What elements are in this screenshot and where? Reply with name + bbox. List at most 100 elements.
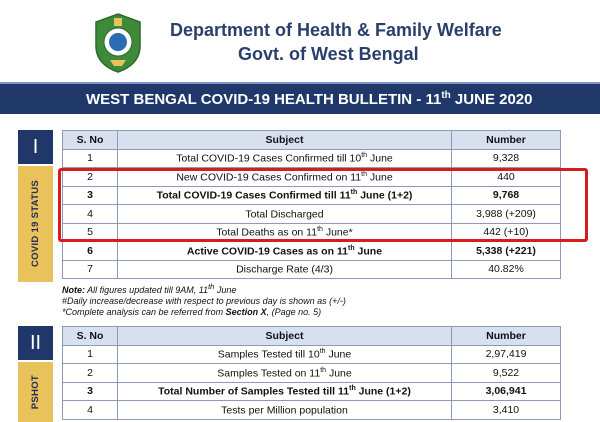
row-subject: Total Discharged [117,204,452,224]
row-subject-sup: th [320,366,327,374]
row-number: 442 (+10) [451,222,561,242]
row-sno: 4 [62,400,118,420]
section-1-side-label: COVID 19 STATUS [18,166,53,282]
row-subject-text: Active COVID-19 Cases as on 11 [186,245,349,257]
row-number: 440 [451,167,561,187]
table-row: 7 Discharge Rate (4/3) 40.82% [62,259,561,279]
row-number: 3,988 (+209) [451,204,561,224]
col-number-header: Number [451,326,561,346]
row-number: 9,328 [451,148,561,168]
row-subject-end: June [354,245,383,257]
row-number: 9,768 [451,185,561,205]
row-subject-end: June [325,348,352,361]
row-subject: Discharge Rate (4/3) [117,259,452,279]
bulletin-title: WEST BENGAL COVID-19 HEALTH BULLETIN - 1… [86,90,532,108]
row-sno: 2 [62,363,118,383]
row-subject-sup: th [361,152,368,159]
row-subject-end: June (1+2) [355,385,411,398]
table-row: 4 Total Discharged 3,988 (+209) [62,204,561,224]
government-title: Govt. of West Bengal [238,44,419,64]
row-subject: Tests per Million population [117,400,452,420]
row-number: 9,522 [451,363,561,383]
row-subject-text: Tests per Million population [221,404,348,416]
table-header-row: S. No Subject Number [62,326,561,346]
row-number: 5,338 (+221) [451,241,561,261]
note-line-2: #Daily increase/decrease with respect to… [62,296,346,306]
row-subject-text: New COVID-19 Cases Confirmed on 11 [176,171,362,183]
row-sno: 7 [62,259,118,279]
col-sno-header: S. No [62,326,118,346]
table-row: 3 Total COVID-19 Cases Confirmed till 11t… [62,185,561,205]
col-subject-header: Subject [117,326,452,346]
row-subject-sup: th [349,385,356,392]
col-sno-header: S. No [62,130,118,150]
row-sno: 6 [62,241,118,261]
testing-table: S. No Subject Number 1 Samples Tested til… [62,326,561,420]
note-text: All figures updated till 9AM, 11 [85,285,209,295]
row-subject-text: Total Number of Samples Tested till 11 [158,385,350,398]
note-line-3: *Complete analysis can be referred from … [62,307,346,318]
row-sno: 1 [62,148,118,168]
row-subject-text: Samples Tested on 11 [217,367,321,379]
note-line-3-pre: *Complete analysis can be referred from [62,307,226,317]
row-subject-end: June* [322,226,353,239]
row-subject-sup: th [348,244,355,252]
table-row: 1 Samples Tested till 10th June 2,97,419 [62,344,561,364]
row-sno: 3 [62,381,118,401]
row-subject-end: June (1+2) [357,189,413,202]
row-subject: New COVID-19 Cases Confirmed on 11th Jun… [117,167,452,187]
covid-status-table: S. No Subject Number 1 Total COVID-19 Cas… [62,130,561,279]
row-sno: 1 [62,344,118,364]
note-line-1: Note: All figures updated till 9AM, 11th… [62,281,346,296]
section-1-side-text: COVID 19 STATUS [30,180,41,268]
bulletin-title-main: WEST BENGAL COVID-19 HEALTH BULLETIN - 1… [86,91,442,108]
row-subject-text: Total Deaths as on 11 [216,226,318,239]
bulletin-title-sup: th [441,90,451,101]
row-subject-text: Samples Tested till 10 [217,348,320,361]
row-sno: 2 [62,167,118,187]
table-row: 6 Active COVID-19 Cases as on 11th June 5,… [62,241,561,261]
row-subject: Total COVID-19 Cases Confirmed till 10th… [117,148,452,168]
table-row: 2 Samples Tested on 11th June 9,522 [62,363,561,383]
west-bengal-emblem-icon [95,13,141,73]
row-subject: Active COVID-19 Cases as on 11th June [117,241,452,261]
row-subject-sup: th [319,348,326,355]
bulletin-banner: WEST BENGAL COVID-19 HEALTH BULLETIN - 1… [0,82,600,114]
section-2-side-text: PSHOT [30,374,41,410]
section-2-number: II [18,326,53,360]
row-number: 2,97,419 [451,344,561,364]
department-title: Department of Health & Family Welfare [170,20,502,40]
row-subject-end: June [326,367,352,379]
table-row: 1 Total COVID-19 Cases Confirmed till 10t… [62,148,561,168]
row-subject-text: Total COVID-19 Cases Confirmed till 10 [176,152,362,165]
row-number: 3,410 [451,400,561,420]
row-subject-text: Total COVID-19 Cases Confirmed till 11 [156,189,351,202]
note-sup: th [208,282,215,291]
row-number: 3,06,941 [451,381,561,401]
bulletin-header: Department of Health & Family Welfare Go… [0,0,600,82]
note-line-3-post: , (Page no. 5) [266,307,322,317]
row-subject-text: Discharge Rate (4/3) [236,263,333,276]
col-subject-header: Subject [117,130,452,150]
highlight-box [58,168,588,242]
row-subject-sup: th [350,189,358,196]
row-subject: Total Number of Samples Tested till 11th… [117,381,452,401]
table-header-row: S. No Subject Number [62,130,561,150]
note-section-ref: Section X [225,307,267,317]
row-subject-end: June [366,171,393,183]
table-row: 2 New COVID-19 Cases Confirmed on 11th Ju… [62,167,561,187]
bulletin-title-month: JUNE 2020 [450,91,533,108]
row-subject: Samples Tested till 10th June [117,344,452,364]
note-end: June [214,285,237,295]
col-number-header: Number [451,130,561,150]
table-row: 4 Tests per Million population 3,410 [62,400,561,420]
row-subject-text: Total Discharged [245,208,324,220]
notes-block: Note: All figures updated till 9AM, 11th… [62,281,346,318]
row-subject-sup: th [317,226,323,233]
row-subject-sup: th [361,170,367,178]
section-2-side-label: PSHOT [18,362,53,422]
row-subject: Total COVID-19 Cases Confirmed till 11th… [117,185,452,205]
row-subject: Samples Tested on 11th June [117,363,452,383]
section-1-number: I [18,130,53,164]
table-row: 3 Total Number of Samples Tested till 11t… [62,381,561,401]
